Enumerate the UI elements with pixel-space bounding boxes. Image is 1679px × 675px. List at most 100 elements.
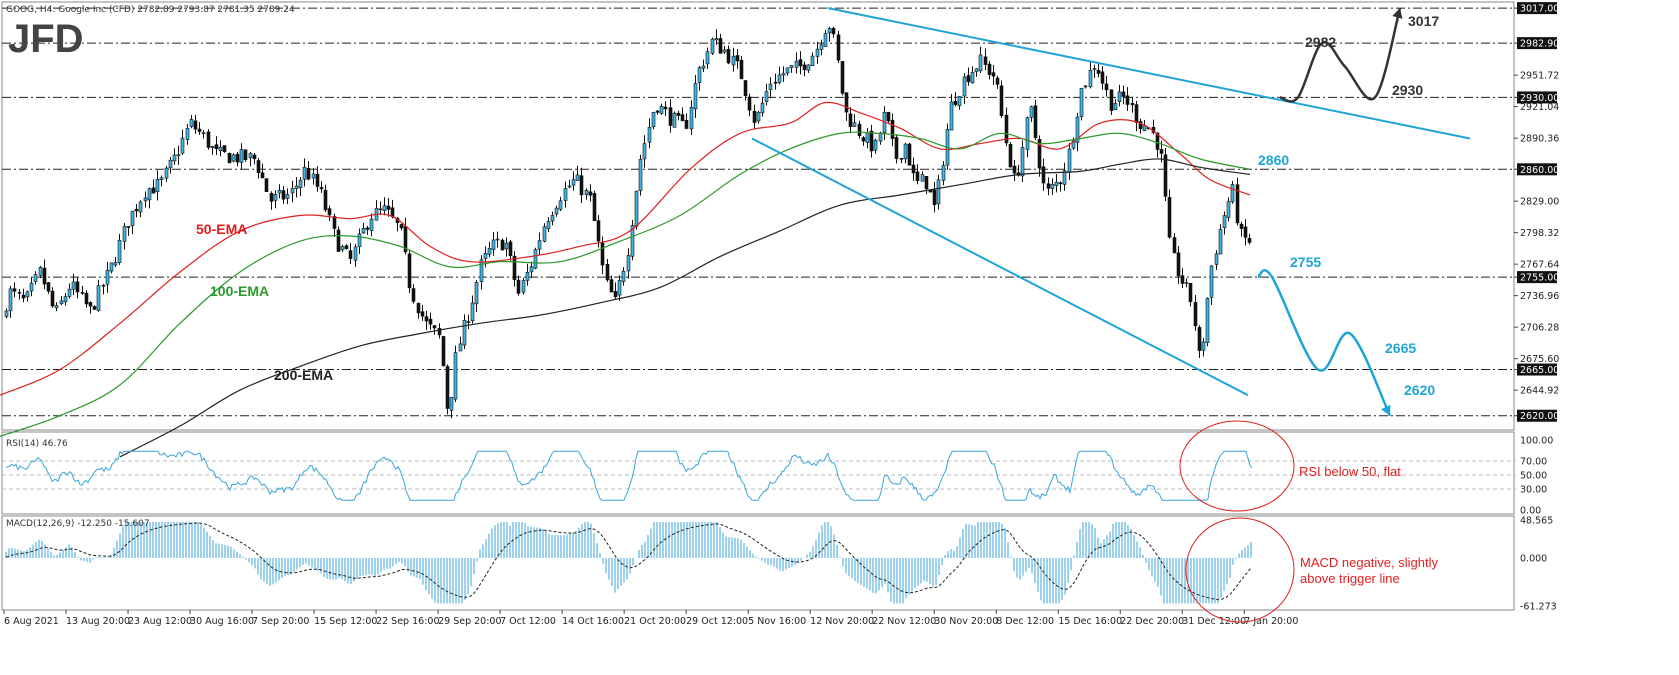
candle-down — [441, 336, 446, 367]
time-tick-label: 22 Nov 12:00 — [872, 616, 936, 627]
candle-up — [563, 188, 568, 201]
candle-up — [697, 67, 702, 83]
candle-down — [735, 55, 740, 62]
time-tick-label: 30 Nov 20:00 — [934, 616, 998, 627]
candle-up — [458, 343, 463, 352]
time-tick-label: 30 Aug 16:00 — [190, 616, 254, 627]
candle-up — [903, 143, 908, 160]
candle-down — [42, 267, 47, 285]
candle-up — [239, 149, 244, 163]
candle-up — [756, 112, 761, 122]
candle-up — [122, 226, 127, 242]
candle-down — [407, 253, 412, 289]
candle-down — [676, 112, 681, 116]
candle-down — [378, 208, 383, 211]
candle-down — [197, 128, 202, 132]
time-tick-label: 21 Oct 20:00 — [624, 616, 686, 627]
candle-down — [92, 306, 97, 310]
candle-down — [1125, 95, 1130, 105]
candle-up — [785, 67, 790, 74]
candle-down — [508, 241, 513, 257]
candle-down — [416, 302, 421, 314]
time-tick-label: 22 Dec 20:00 — [1120, 616, 1184, 627]
candle-down — [500, 239, 505, 251]
candle-up — [689, 107, 694, 130]
candle-up — [878, 132, 883, 142]
candle-down — [831, 27, 836, 35]
candle-up — [672, 112, 677, 128]
candle-down — [592, 193, 597, 221]
time-tick-label: 14 Oct 16:00 — [562, 616, 624, 627]
price-tick-label: 2921.04 — [1520, 102, 1559, 113]
candle-down — [1037, 139, 1042, 169]
candle-up — [571, 179, 576, 186]
price-tick-label: 2767.64 — [1520, 260, 1559, 271]
candle-up — [290, 188, 295, 194]
candle-down — [84, 292, 89, 305]
candle-up — [96, 285, 101, 311]
candle-down — [336, 229, 341, 252]
rsi-line — [5, 450, 1253, 501]
candle-up — [550, 215, 555, 222]
candle-down — [17, 292, 22, 294]
candle-down — [151, 187, 156, 194]
ema-line-50-ema — [0, 101, 1251, 396]
candle-down — [1058, 182, 1063, 185]
candle-down — [899, 157, 904, 160]
candle-up — [810, 55, 815, 67]
candle-up — [302, 166, 307, 180]
candle-down — [332, 216, 337, 229]
candle-down — [75, 281, 80, 293]
candle-up — [1050, 183, 1055, 189]
candle-up — [1075, 116, 1080, 143]
candle-up — [617, 280, 622, 296]
macd-signal-line — [5, 522, 1252, 601]
candle-up — [483, 253, 488, 259]
candle-up — [760, 102, 765, 114]
candle-up — [218, 146, 223, 152]
candle-down — [1008, 144, 1013, 168]
candle-down — [243, 149, 248, 161]
price-tag-box — [1517, 2, 1557, 15]
candle-down — [1121, 91, 1126, 97]
candle-down — [915, 171, 920, 182]
price-tick-label: 2675.60 — [1520, 354, 1559, 365]
candle-down — [605, 263, 610, 281]
price-tick-label: 2951.72 — [1520, 71, 1559, 82]
candle-down — [1134, 104, 1139, 123]
candle-up — [1226, 201, 1231, 218]
level-2620-label: 2620 — [1404, 382, 1435, 398]
price-tag-box — [1517, 163, 1557, 176]
candle-down — [743, 80, 748, 97]
candle-down — [684, 120, 689, 129]
time-tick-label: 8 Dec 12:00 — [996, 616, 1054, 627]
candle-up — [659, 105, 664, 114]
candle-up — [638, 159, 643, 191]
candle-up — [521, 280, 526, 293]
candle-down — [953, 100, 958, 105]
price-tag-label: 3017.00 — [1520, 4, 1559, 15]
level-3017-label: 3017 — [1408, 13, 1439, 29]
level-2860-label: 2860 — [1258, 152, 1289, 168]
candle-up — [1218, 229, 1223, 255]
price-tick-label: 2798.32 — [1520, 228, 1559, 239]
time-tick-label: 22 Sep 16:00 — [376, 616, 439, 627]
candlesticks — [4, 26, 1252, 419]
time-tick-label: 15 Dec 16:00 — [1058, 616, 1122, 627]
candle-down — [1041, 166, 1046, 184]
level-2755-label: 2755 — [1290, 254, 1321, 270]
candle-up — [1020, 147, 1025, 177]
candle-up — [138, 201, 143, 213]
ema-line-200-ema — [119, 158, 1251, 458]
candle-up — [1142, 125, 1147, 131]
rsi-panel-frame — [1, 431, 1515, 515]
price-tag-label: 2930.00 — [1520, 93, 1559, 104]
rsi-tick-label: 0.00 — [1520, 506, 1541, 517]
candle-down — [50, 290, 55, 307]
macd-note-line2: above trigger line — [1300, 571, 1400, 586]
candle-down — [256, 160, 261, 173]
price-tag-box — [1517, 363, 1557, 376]
candle-up — [731, 55, 736, 66]
